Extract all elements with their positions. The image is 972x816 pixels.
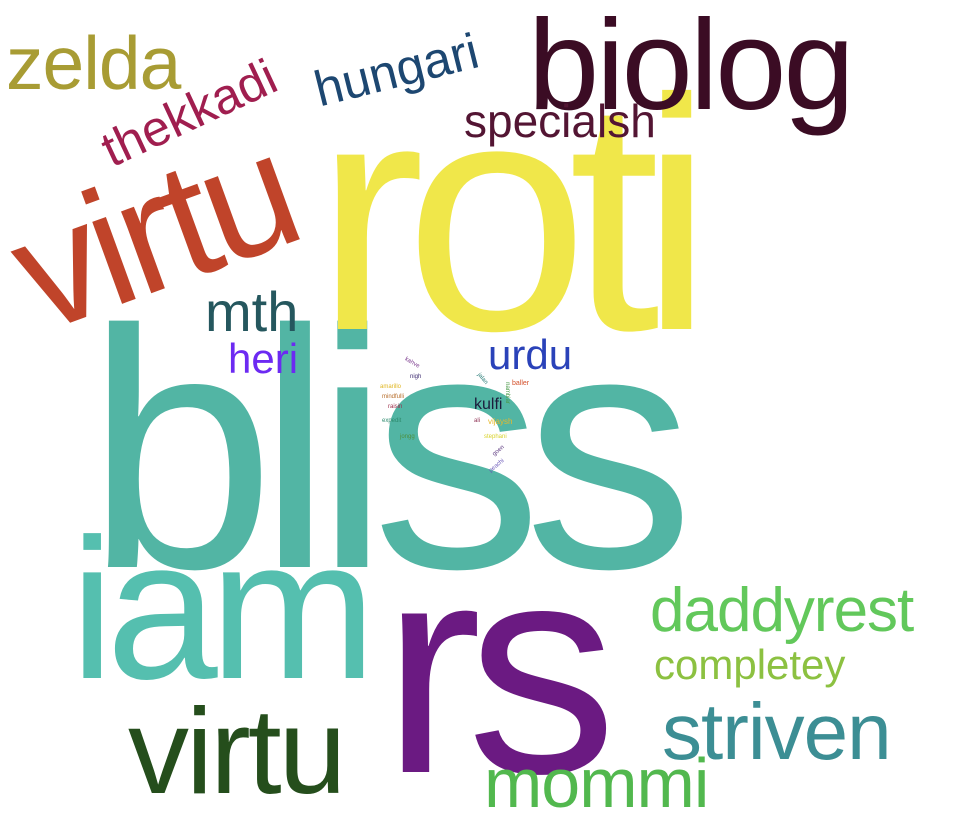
- word-specialsh: specialsh: [464, 95, 656, 147]
- word-stephani: stephani: [484, 434, 507, 440]
- word-roti: roti: [315, 30, 713, 399]
- word-expedit: expedit: [382, 418, 402, 424]
- word-daddyrest: daddyrest: [650, 576, 914, 645]
- word-completey: completey: [654, 641, 846, 688]
- word-raisin: raisin: [388, 404, 403, 410]
- word-amarillo: amarillo: [380, 384, 402, 390]
- word-jongg: jongg: [400, 434, 415, 440]
- word-nigh: nigh: [410, 374, 422, 380]
- word-mindfulli: mindfulli: [382, 394, 405, 400]
- word-urdu: urdu: [488, 331, 573, 378]
- word-rs: rs: [382, 500, 617, 816]
- word-biolog: biolog: [528, 0, 855, 137]
- word-iam: iam: [70, 498, 376, 721]
- word-kulfi: kulfi: [474, 396, 503, 413]
- word-mommi: mommi: [484, 744, 709, 816]
- word-ali: ali: [474, 418, 481, 424]
- word-heri: heri: [228, 335, 299, 382]
- word-bliss: bliss: [86, 260, 694, 640]
- word-baller: baller: [512, 380, 530, 387]
- word-mth: mth: [205, 280, 299, 343]
- word-zelda: zelda: [6, 21, 181, 105]
- word-striven: striven: [662, 687, 892, 776]
- word-vijaysh: vijaysh: [488, 417, 513, 426]
- word-nambiar: nambiar: [503, 382, 510, 404]
- word-virtu-bottom: virtu: [128, 683, 346, 816]
